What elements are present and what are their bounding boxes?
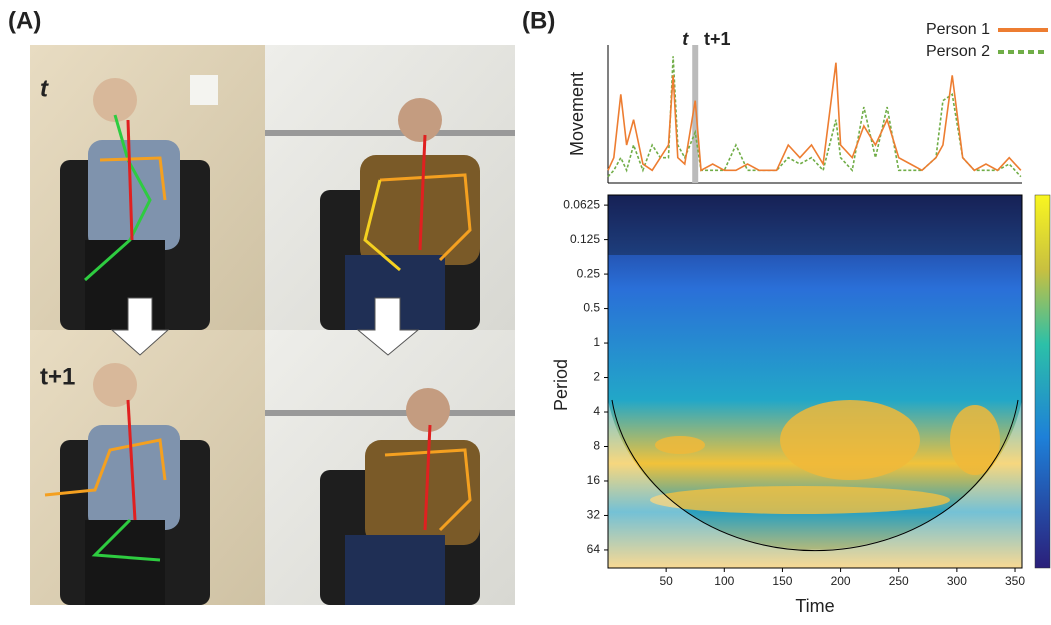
x-tick-label: 350 [1005,574,1025,588]
arrow [356,297,420,356]
y-axis-label: Movement [567,72,587,156]
marker-label: t+1 [704,29,731,49]
movement-line [607,62,1022,172]
y-tick-label: 2 [593,370,600,384]
y-tick-label: 0.125 [570,232,600,246]
wavelet-map [608,195,1022,568]
photo [265,45,515,330]
x-tick-label: 200 [831,574,851,588]
y-tick-label: 0.0625 [563,197,600,211]
y-tick-label: 0.5 [583,301,600,315]
panel-label: (A) [8,7,41,34]
frame-label: t [40,75,49,102]
panel-label: (B) [522,7,555,34]
legend-label: Person 1 [926,21,990,38]
time-marker [692,45,699,183]
arrow [110,297,170,356]
y-tick-label: 8 [593,439,600,453]
frame-label: t+1 [40,363,75,390]
x-tick-label: 100 [714,574,734,588]
movement-line [607,56,1022,178]
y-tick-label: 4 [593,404,600,418]
colorbar [1034,194,1051,569]
photo-grid: t t+1 [30,45,515,605]
y-tick-label: 64 [587,542,601,556]
legend-label: Person 2 [926,43,990,60]
y-tick-label: 1 [593,335,600,349]
x-tick-label: 50 [659,574,673,588]
plot-frame [607,194,1023,569]
x-tick-label: 250 [889,574,909,588]
photo [30,45,265,330]
x-tick-label: 300 [947,574,967,588]
x-tick-label: 150 [772,574,792,588]
y-tick-label: 32 [587,508,601,522]
x-axis-label: Time [795,596,834,616]
marker-label: t [682,29,689,49]
photo [30,330,265,605]
y-tick-label: 0.25 [577,266,601,280]
y-tick-label: 16 [587,473,601,487]
photo [265,330,515,605]
y-axis-label: Period [551,359,571,411]
